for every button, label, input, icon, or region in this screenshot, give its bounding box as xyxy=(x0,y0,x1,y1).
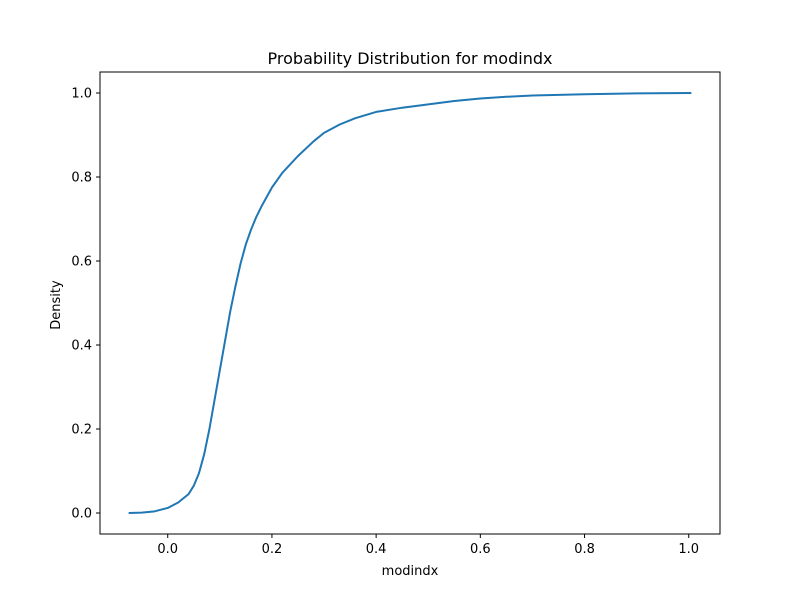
y-tick-label: 0.8 xyxy=(71,171,92,186)
plot-frame xyxy=(99,71,721,535)
x-tick-label: 0.6 xyxy=(470,542,491,557)
y-tick-label: 0.4 xyxy=(71,339,92,354)
x-tick-label: 0.2 xyxy=(262,542,283,557)
y-tick-label: 0.2 xyxy=(71,423,92,438)
x-axis-label: modindx xyxy=(382,564,439,579)
x-tick-label: 1.0 xyxy=(678,542,699,557)
y-axis-label: Density xyxy=(49,280,64,330)
series-line-0 xyxy=(128,92,692,514)
plot-area: 0.0 0.2 0.4 0.6 0.8 1.0 0.0 0.2 0.4 0.6 0.8 1.0 xyxy=(71,71,721,557)
x-tick-label: 0.0 xyxy=(157,542,178,557)
x-tick-label: 0.4 xyxy=(366,542,387,557)
x-tick-label: 0.8 xyxy=(574,542,595,557)
y-tick-label: 0.6 xyxy=(71,255,92,270)
y-tick-label: 0.0 xyxy=(71,507,92,522)
y-tick-label: 1.0 xyxy=(71,87,92,102)
chart-title: Probability Distribution for modindx xyxy=(268,49,553,68)
